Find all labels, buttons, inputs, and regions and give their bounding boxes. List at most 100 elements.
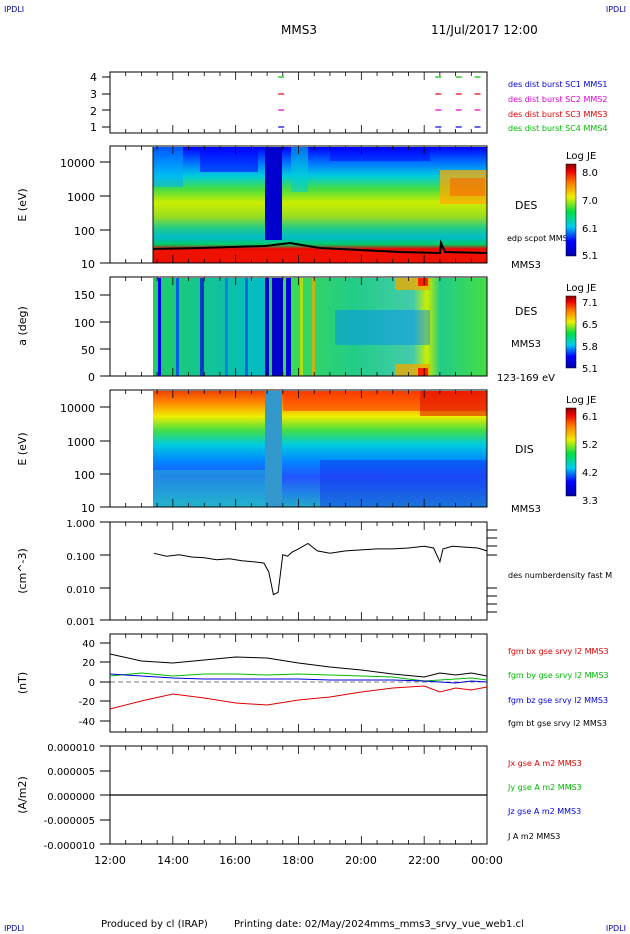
p6-ytick-neg40: -40: [79, 717, 95, 728]
p2-overlay-label: edp scpot MMS3: [507, 234, 573, 243]
xtick-0000: 00:00: [471, 854, 503, 867]
p3-ytick-50: 50: [81, 344, 95, 357]
panel5-yticks: 0.001 0.010 0.100 1.000: [66, 519, 110, 628]
p7-ylabel: (A/m2): [16, 776, 29, 814]
p1-ytick-4: 4: [90, 71, 97, 84]
p3-ytick-100: 100: [74, 317, 95, 330]
p7-ytick-5: 0.000005: [47, 767, 95, 778]
p3-cbar-tick-3: 5.1: [582, 364, 598, 375]
p5-ytick-1.000: 1.000: [66, 519, 95, 530]
p1-ytick-3: 3: [90, 88, 97, 101]
p2-ytick-10: 10: [81, 258, 95, 271]
corner-label-bottom-right: IPDLI: [605, 924, 626, 933]
xtick-2200: 22:00: [408, 854, 440, 867]
p2-ylabel: E (eV): [16, 188, 29, 221]
panel3-spectrogram: [153, 278, 487, 376]
panel2-spectrogram: [152, 147, 488, 263]
p1-legend-sc4: des dist burst SC4 MMS4: [508, 124, 607, 133]
corner-label-bottom-left: IPDLI: [4, 924, 25, 933]
p7-legend-jz: Jz gse A m2 MMS3: [507, 807, 581, 816]
p3-colorbar: [565, 295, 577, 369]
p4-cbar-tick-2: 4.2: [582, 468, 598, 479]
p7-legend-j: J A m2 MMS3: [507, 832, 560, 841]
p2-ytick-10000: 10000: [60, 157, 95, 170]
p5-ytick-0.010: 0.010: [66, 585, 95, 596]
density-series-line: [153, 542, 488, 596]
footer-plot-file: mms_mms3_srvy_vue_web1.cl: [370, 919, 524, 930]
p3-cbar-tick-1: 6.5: [582, 320, 598, 331]
p3-colorbar-title: Log JE: [566, 283, 596, 294]
p5-ytick-0.100: 0.100: [66, 552, 95, 563]
p4-ytick-10000: 10000: [60, 402, 95, 415]
p2-colorbar: [565, 163, 577, 257]
p6-legend-by: fgm by gse srvy l2 MMS3: [508, 671, 609, 680]
p2-colorbar-title: Log JE: [566, 151, 596, 162]
p6-legend-bt: fgm bt gse srvy l2 MMS3: [508, 719, 607, 728]
bz-series-line: [109, 673, 488, 684]
p3-cbar-tick-2: 5.8: [582, 342, 598, 353]
p6-legend-bx: fgm bx gse srvy l2 MMS3: [508, 647, 609, 656]
p7-legend-jx: Jx gse A m2 MMS3: [507, 759, 582, 768]
p2-ytick-100: 100: [74, 225, 95, 238]
panel1-legend: des dist burst SC1 MMS1 des dist burst S…: [508, 80, 607, 133]
p4-label-dis: DIS: [515, 443, 534, 456]
p4-cbar-tick-0: 6.1: [582, 412, 598, 423]
footer-printing-date: Printing date: 02/May/2024: [234, 919, 371, 930]
p3-ylabel: a (deg): [16, 306, 29, 346]
bt-series-line: [109, 653, 488, 678]
p2-sublabel: MMS3: [511, 260, 541, 271]
panel3-yticks: 150 100 50 0: [74, 289, 110, 384]
p4-ytick-1000: 1000: [67, 436, 95, 449]
p2-label-des: DES: [515, 199, 537, 212]
p3-energy-range: 123-169 eV: [497, 373, 555, 384]
p4-cbar-tick-3: 3.3: [582, 496, 598, 507]
p1-legend-sc3: des dist burst SC3 MMS3: [508, 110, 607, 119]
p6-ylabel: (nT): [16, 672, 29, 694]
bx-series-line: [109, 685, 488, 710]
p1-legend-sc2: des dist burst SC2 MMS2: [508, 95, 607, 104]
p6-legend-bz: fgm bz gse srvy l2 MMS3: [508, 696, 608, 705]
footer-produced-by: Produced by cl (IRAP): [101, 919, 208, 930]
xtick-1800: 18:00: [282, 854, 314, 867]
p5-right-ticks: [487, 529, 497, 613]
xtick-2000: 20:00: [345, 854, 377, 867]
panel5-frame: [109, 521, 488, 621]
spacecraft-title: MMS3: [281, 23, 317, 37]
p3-sublabel: MMS3: [511, 339, 541, 350]
panel1-availability-marks: [278, 76, 481, 128]
p4-ytick-100: 100: [74, 469, 95, 482]
date-title: 11/Jul/2017 12:00: [431, 23, 538, 37]
p2-ytick-1000: 1000: [67, 191, 95, 204]
panel4-spectrogram: [153, 391, 487, 507]
panel1-frame: [109, 71, 488, 134]
p4-sublabel: MMS3: [511, 504, 541, 515]
corner-label-top-right: IPDLI: [605, 5, 626, 14]
p7-ytick-10: 0.000010: [47, 743, 95, 754]
corner-label-top-left: IPDLI: [4, 5, 25, 14]
panel1-yticks: 4 3 2 1: [90, 71, 110, 134]
p6-ytick-neg20: -20: [79, 697, 95, 708]
by-series-line: [109, 672, 488, 682]
p6-ytick-0: 0: [89, 678, 95, 689]
p4-colorbar-title: Log JE: [566, 395, 596, 406]
x-axis-tick-marks: [109, 72, 488, 844]
panel2-yticks: 10000 1000 100 10: [60, 157, 110, 271]
panel4-yticks: 10000 1000 100 10: [60, 402, 110, 515]
p3-ytick-150: 150: [74, 289, 95, 302]
p7-ytick-neg5: -0.000005: [44, 816, 95, 827]
p3-label-des: DES: [515, 305, 537, 318]
xtick-1400: 14:00: [157, 854, 189, 867]
p1-ytick-1: 1: [90, 121, 97, 134]
p5-ytick-0.001: 0.001: [66, 617, 95, 628]
p6-ytick-20: 20: [82, 658, 95, 669]
p1-ytick-2: 2: [90, 105, 97, 118]
p4-ylabel: E (eV): [16, 432, 29, 465]
p6-ytick-40: 40: [82, 639, 95, 650]
p2-cbar-tick-0: 8.0: [582, 168, 598, 179]
p4-colorbar: [565, 407, 577, 497]
p5-ylabel: (cm^-3): [16, 548, 29, 594]
p7-legend-jy: Jy gse A m2 MMS3: [507, 783, 582, 792]
p3-cbar-tick-0: 7.1: [582, 298, 598, 309]
p2-cbar-tick-2: 6.1: [582, 224, 598, 235]
